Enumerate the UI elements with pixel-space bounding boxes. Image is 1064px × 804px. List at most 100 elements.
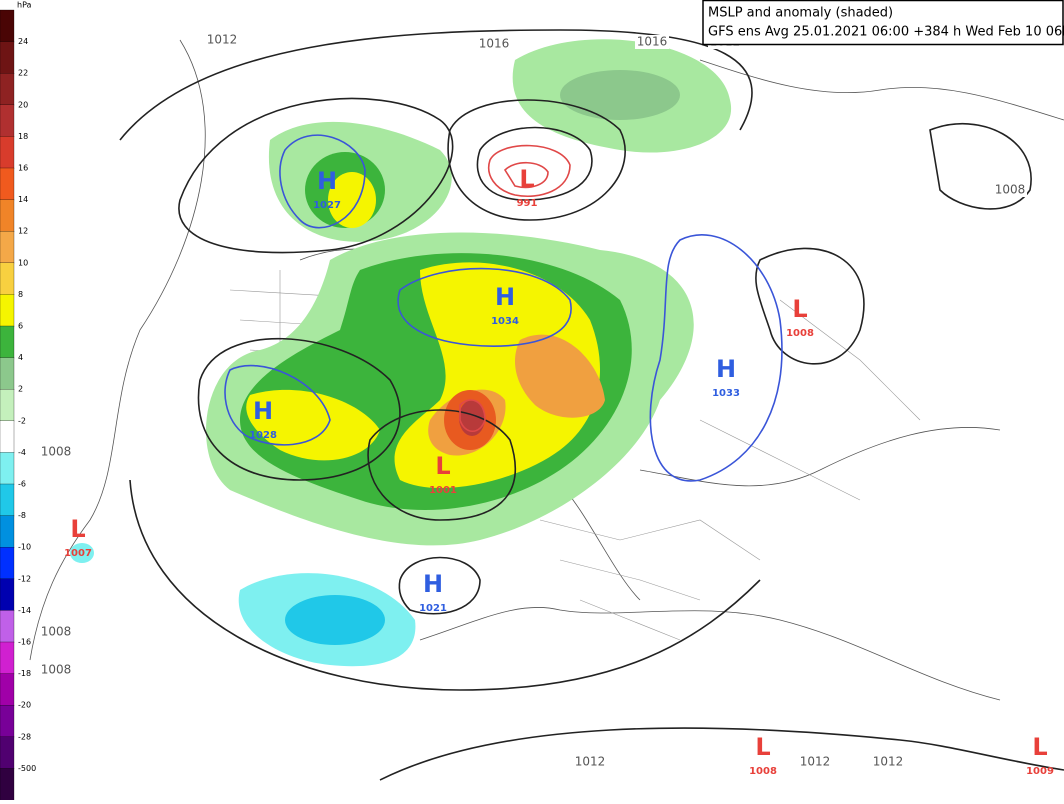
colorbar-label: 2: [18, 385, 23, 394]
isobar-label: 1012: [873, 755, 904, 769]
colorbar-label: -500: [18, 764, 36, 773]
colorbar-band: [0, 578, 15, 612]
colorbar-band: [0, 768, 15, 801]
colorbar-label: 10: [18, 258, 28, 267]
system-pressure: 1008: [749, 766, 777, 777]
colorbar-band: [0, 9, 15, 43]
colorbar-label: 4: [18, 353, 23, 362]
colorbar-label: -28: [18, 732, 31, 741]
isobar-label-bg: [477, 37, 511, 51]
colorbar-band: [0, 167, 15, 201]
system-pressure: 1001: [429, 485, 457, 496]
colorbar-band: [0, 136, 15, 169]
colorbar-band: [0, 515, 15, 548]
colorbar-band: [0, 547, 15, 580]
colorbar-band: [0, 483, 15, 517]
system-pressure: 1034: [491, 316, 519, 327]
isobar-label: 1016: [637, 35, 668, 49]
colorbar-label: 20: [18, 100, 28, 109]
colorbar-label: 14: [18, 195, 28, 204]
system-letter: H: [423, 570, 443, 598]
colored-contours: [224, 134, 783, 482]
system-letter: L: [792, 295, 807, 323]
isobar-label-bg: [39, 663, 73, 677]
colorbar-label: -12: [18, 574, 31, 583]
colorbar-label: -10: [18, 543, 31, 552]
system-pressure: 1008: [786, 328, 814, 339]
isobar-label-bg: [39, 445, 73, 459]
colorbar-unit: hPa: [17, 1, 32, 10]
pressure-systems: H 1027 L 991 H 1034 H 1033 L 1008 H 1028 L 1001 L 1007 H…: [64, 165, 1054, 777]
system-letter: L: [435, 452, 450, 480]
system-letter: L: [519, 165, 534, 193]
isobar-label-bg: [39, 625, 73, 639]
system-letter: H: [317, 167, 337, 195]
isobar-label: 1008: [41, 663, 72, 677]
colorbar-band: [0, 705, 15, 738]
system-pressure: 1007: [64, 548, 92, 559]
colorbar-label: -18: [18, 669, 31, 678]
colorbar-band: [0, 452, 15, 485]
colorbar-band: [0, 231, 15, 264]
anomaly-shading: [70, 39, 732, 667]
colorbar-label: -6: [18, 480, 26, 489]
system-pressure: 1033: [712, 388, 740, 399]
colorbar-label: -8: [18, 511, 26, 520]
colorbar-label: 8: [18, 290, 23, 299]
title-box: MSLP and anomaly (shaded) GFS ens Avg 25…: [702, 0, 1064, 46]
colorbar-band: [0, 199, 15, 232]
colorbar-band: [0, 294, 15, 327]
colorbar-band: [0, 104, 15, 138]
system-letter: L: [1032, 733, 1047, 761]
isobar-label: 1008: [41, 445, 72, 459]
colorbar-label: 12: [18, 227, 28, 236]
colorbar-band: [0, 673, 15, 706]
colorbar-band: [0, 325, 15, 359]
system-pressure: 1021: [419, 603, 447, 614]
isobars: [119, 29, 1064, 781]
colorbar-label: 22: [18, 69, 28, 78]
colorbar-label: 18: [18, 132, 28, 141]
colorbar-band: [0, 736, 15, 770]
isobar-label-bg: [798, 755, 832, 769]
system-letter: H: [253, 397, 273, 425]
subtitle-line: GFS ens Avg 25.01.2021 06:00 +384 h Wed …: [708, 25, 1064, 40]
isobar-label: 1012: [575, 755, 606, 769]
colorbar-band: [0, 389, 15, 422]
system-pressure: 991: [517, 198, 538, 209]
title-line: MSLP and anomaly (shaded): [708, 6, 893, 21]
colorbar-label: -14: [18, 606, 31, 615]
system-pressure: 1028: [249, 430, 277, 441]
colorbar-label: 16: [18, 164, 28, 173]
isobar-label-bg: [871, 755, 905, 769]
colorbar-band: [0, 73, 15, 106]
system-letter: L: [70, 515, 85, 543]
isobar-label-bg: [573, 755, 607, 769]
system-letter: L: [755, 733, 770, 761]
system-letter: H: [716, 355, 736, 383]
colorbar-band: [0, 262, 15, 296]
isobar-label-bg: [205, 33, 239, 47]
colorbar-band: [0, 357, 15, 390]
isobar-label-bg: [635, 35, 669, 49]
isobar-label: 1012: [207, 33, 238, 47]
title-frame: [702, 0, 1064, 46]
colorbar-label: 6: [18, 322, 23, 331]
colorbar-band: [0, 41, 15, 74]
colorbar-label: -4: [18, 448, 26, 457]
colorbar-band: [0, 420, 15, 454]
colorbar-band: [0, 641, 15, 675]
colorbar-label: -2: [18, 416, 26, 425]
system-pressure: 1009: [1026, 766, 1054, 777]
colorbar-label: -20: [18, 701, 31, 710]
colorbar: hPa 24 22 20 18 16 14 12 10 8 6 4 2 -2 -4 -6 -8 -10 -12 -1…: [0, 1, 36, 801]
colorbar-band: [0, 610, 15, 643]
isobar-label: 1016: [479, 37, 510, 51]
isobar-label: 1008: [995, 183, 1026, 197]
isobar-label: 1008: [41, 625, 72, 639]
isobar-label: 1012: [800, 755, 831, 769]
colorbar-label: -16: [18, 638, 31, 647]
system-pressure: 1027: [313, 200, 341, 211]
isobar-label-bg: [993, 183, 1027, 197]
